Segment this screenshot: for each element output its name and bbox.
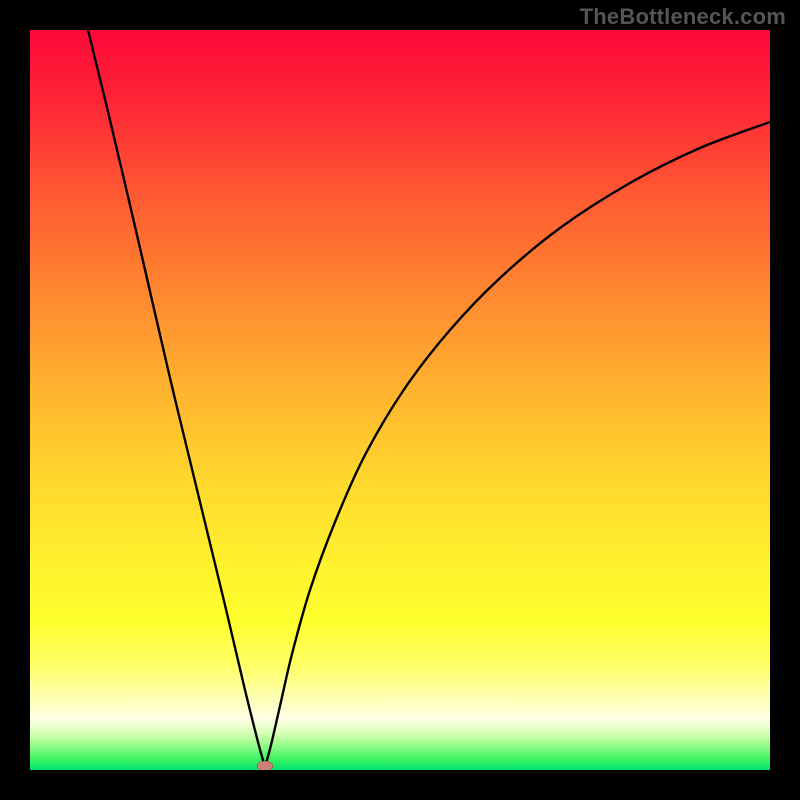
optimal-marker: [257, 761, 273, 770]
watermark-text: TheBottleneck.com: [580, 4, 786, 30]
gradient-background: [30, 30, 770, 770]
chart-frame: TheBottleneck.com: [0, 0, 800, 800]
plot-area: [30, 30, 770, 770]
gradient-plot: [30, 30, 770, 770]
